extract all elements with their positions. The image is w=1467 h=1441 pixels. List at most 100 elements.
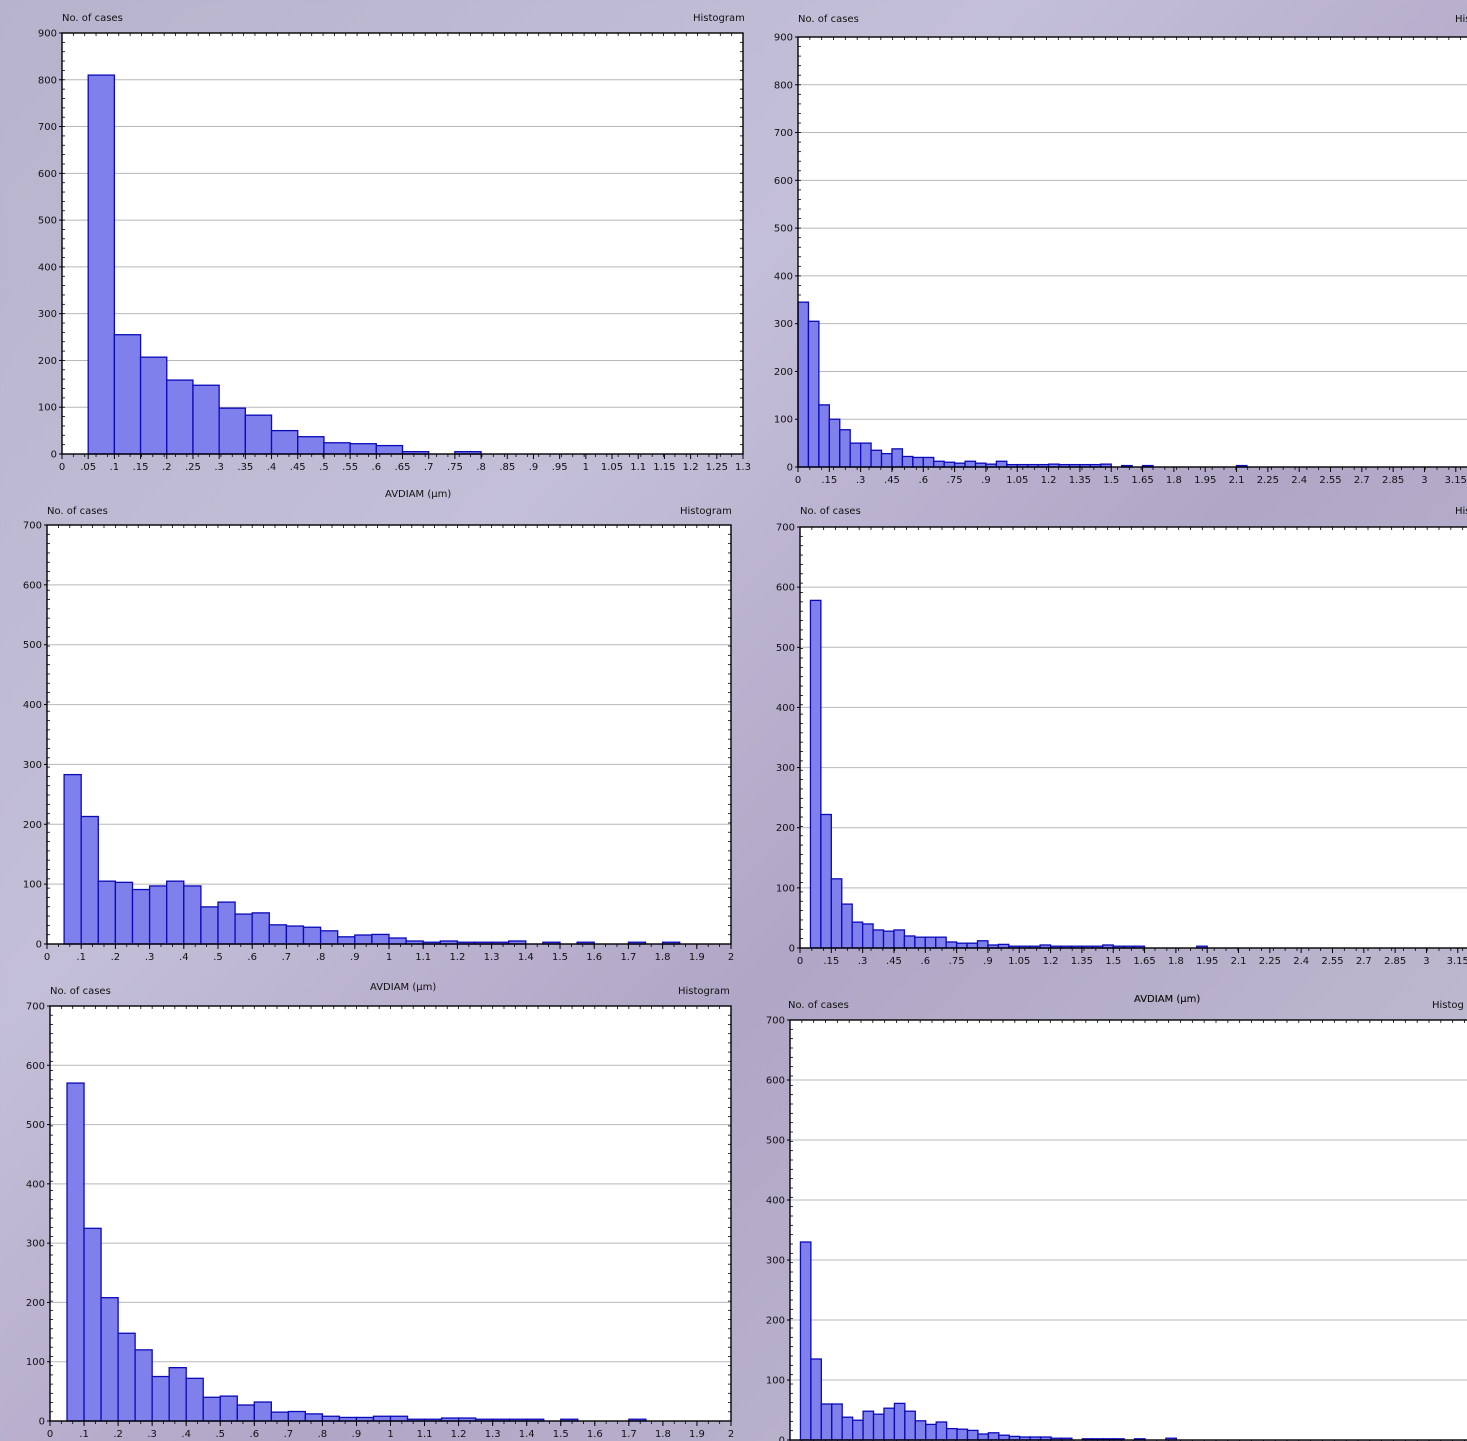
histogram-bar xyxy=(807,320,820,468)
histogram-bar xyxy=(924,936,937,949)
y-tick-label: 0 xyxy=(789,944,795,955)
histogram-bar xyxy=(319,930,339,945)
x-tick-label: .9 xyxy=(352,1429,362,1440)
x-tick-label: .3 xyxy=(856,475,866,486)
y-axis-label: No. of cases xyxy=(800,506,861,517)
y-tick-label: 500 xyxy=(38,216,57,227)
histogram-bar xyxy=(375,444,404,455)
y-tick-label: 400 xyxy=(766,1196,785,1207)
x-tick-label: 1.3 xyxy=(484,952,500,963)
histogram-bar xyxy=(903,935,916,949)
x-tick-label: 1.5 xyxy=(552,952,568,963)
x-tick-label: 1.05 xyxy=(1008,956,1030,967)
histogram-bar xyxy=(166,880,185,945)
x-tick-label: 1.35 xyxy=(1071,956,1093,967)
x-tick-label: .85 xyxy=(499,462,515,473)
x-tick-label: 3.15 xyxy=(1447,956,1467,967)
histogram-bar xyxy=(810,1358,822,1441)
plot-frame xyxy=(789,1019,1467,1441)
histogram-bar xyxy=(966,1429,979,1441)
x-tick-label: 1.3 xyxy=(735,462,751,473)
histogram-bar xyxy=(270,1411,290,1422)
x-tick-label: 1.1 xyxy=(630,462,646,473)
histogram-panel-2e: No. of cases Histogram 2E 01002003004005… xyxy=(0,980,745,1441)
x-tick-label: .6 xyxy=(919,475,929,486)
x-tick-label: .2 xyxy=(113,1429,123,1440)
x-tick-label: 1.65 xyxy=(1131,475,1153,486)
x-tick-label: .1 xyxy=(76,952,86,963)
histogram-bar xyxy=(945,941,958,949)
histogram-panel-2a: No. of cases Histogram 2A AVDIAM (μm) 01… xyxy=(0,0,751,505)
histogram-bar xyxy=(217,901,236,945)
histogram-bar xyxy=(270,429,299,455)
histogram-bar xyxy=(851,921,864,949)
x-tick-label: .8 xyxy=(476,462,486,473)
x-tick-label: 1.9 xyxy=(689,952,705,963)
histogram-bar xyxy=(321,1415,341,1422)
histogram-bar xyxy=(977,1433,990,1441)
histogram-bar xyxy=(253,1401,272,1422)
x-tick-label: .8 xyxy=(316,952,326,963)
x-axis-title: AVDIAM (μm) xyxy=(1134,994,1201,1005)
y-tick-label: 300 xyxy=(26,1239,45,1250)
x-tick-label: 1 xyxy=(386,952,392,963)
x-tick-label: 0 xyxy=(44,952,50,963)
y-axis-label: No. of cases xyxy=(47,506,108,517)
histogram-bar xyxy=(818,404,830,468)
y-tick-label: 500 xyxy=(23,640,42,651)
x-tick-label: .6 xyxy=(921,956,931,967)
histogram-bar xyxy=(841,1416,854,1441)
histogram-bar xyxy=(872,1413,885,1441)
x-tick-label: 1.2 xyxy=(1043,956,1059,967)
x-tick-label: 2 xyxy=(728,952,734,963)
y-tick-label: 200 xyxy=(776,823,795,834)
x-tick-label: 1.2 xyxy=(683,462,699,473)
histogram-bar xyxy=(148,885,168,945)
y-tick-label: 100 xyxy=(766,1376,785,1387)
histogram-plot: 0 100 200 300 400 500 600 700 800 900 0 .05 .1 .15 .2.… xyxy=(38,29,751,474)
histogram-bar xyxy=(236,1404,255,1422)
y-tick-label: 600 xyxy=(38,169,57,180)
histogram-bar xyxy=(297,436,325,455)
x-tick-label: 1.1 xyxy=(415,952,431,963)
y-tick-label: 700 xyxy=(766,1016,785,1027)
histogram-bar xyxy=(809,599,822,949)
x-tick-label: 1.8 xyxy=(655,1429,671,1440)
histogram-bar xyxy=(287,1410,307,1422)
plot-frame xyxy=(61,32,744,455)
histogram-bar xyxy=(113,334,142,455)
x-tick-label: .7 xyxy=(284,1429,294,1440)
x-tick-label: 1.6 xyxy=(586,952,602,963)
x-tick-label: .15 xyxy=(823,956,839,967)
histogram-bar xyxy=(389,1415,409,1422)
histogram-tag: Histogram xyxy=(680,506,732,517)
histogram-bar xyxy=(117,1332,136,1422)
histogram-bar xyxy=(880,452,893,468)
x-tick-label: .3 xyxy=(858,956,868,967)
x-tick-label: 3 xyxy=(1421,475,1427,486)
plot-area xyxy=(790,1020,1467,1440)
histogram-bar xyxy=(218,407,246,455)
plot-area xyxy=(50,1006,731,1421)
histogram-bar xyxy=(904,1410,916,1441)
y-tick-label: 600 xyxy=(23,580,42,591)
y-tick-label: 400 xyxy=(774,271,793,282)
y-tick-label: 400 xyxy=(26,1179,45,1190)
x-tick-label: 2.1 xyxy=(1231,956,1247,967)
x-tick-label: .25 xyxy=(185,462,201,473)
x-tick-label: 1.6 xyxy=(587,1429,603,1440)
y-tick-label: 400 xyxy=(776,703,795,714)
histogram-bar xyxy=(63,773,82,945)
histogram-bar xyxy=(337,936,356,945)
y-tick-label: 300 xyxy=(774,319,793,330)
x-tick-label: 1.7 xyxy=(621,1429,637,1440)
x-tick-label: 3.15 xyxy=(1445,475,1467,486)
histogram-bar xyxy=(862,1410,875,1441)
histogram-panel-2c: No. of cases Histogram 2C AVDIAM (μm) 01… xyxy=(0,500,745,993)
x-tick-label: 2.55 xyxy=(1321,956,1343,967)
x-tick-label: 3 xyxy=(1423,956,1429,967)
plot-frame xyxy=(799,526,1467,949)
x-tick-label: .8 xyxy=(318,1429,328,1440)
histogram-bar xyxy=(797,301,810,468)
histogram-bar xyxy=(83,1227,102,1422)
